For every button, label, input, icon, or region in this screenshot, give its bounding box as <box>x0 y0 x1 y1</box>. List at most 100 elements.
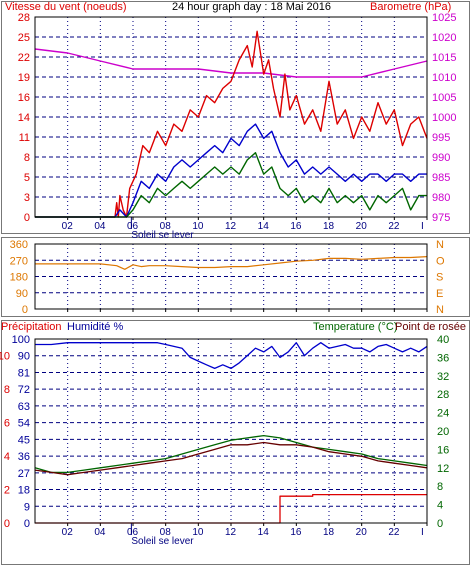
humidity-label: Humidité % <box>67 321 123 333</box>
temperature-tick: 0 <box>437 518 443 530</box>
humidity-tick: 54 <box>18 418 30 430</box>
barometer-tick: 1020 <box>432 32 456 44</box>
direction-compass-tick: O <box>436 255 445 267</box>
direction-compass-tick: E <box>436 288 443 300</box>
direction-compass-tick: S <box>436 272 443 284</box>
direction-degree-tick: 180 <box>10 272 28 284</box>
wind-time-label-14: 14 <box>258 221 270 232</box>
wind-time-label-12: 12 <box>225 221 237 232</box>
humidity-time-label-04: 04 <box>94 527 106 538</box>
temperature-tick: 20 <box>437 426 449 438</box>
wind-time-label-10: 10 <box>192 221 204 232</box>
wind-speed-tick: 16 <box>18 92 30 104</box>
humidity-plot-frame <box>34 338 428 524</box>
wind-speed-tick: 25 <box>18 32 30 44</box>
wind-time-label-18: 18 <box>323 221 335 232</box>
humidity-time-label-20: 20 <box>356 527 368 538</box>
temperature-tick: 32 <box>437 371 449 383</box>
wind-time-label-I: I <box>421 221 424 232</box>
humidity-time-label-06: 06 <box>127 527 139 538</box>
humidity-time-label-02: 02 <box>62 527 74 538</box>
humidity-tick: 100 <box>12 334 30 346</box>
barometer-tick: 980 <box>432 192 450 204</box>
temperature-label: Temperature (°C) <box>313 321 397 333</box>
temperature-tick: 40 <box>437 334 449 346</box>
precipitation-label: Précipitation <box>1 321 62 333</box>
panel-wind-frame <box>1 1 470 234</box>
precip-tick: 8 <box>4 384 10 396</box>
temperature-tick: 24 <box>437 408 449 420</box>
wind-time-label-22: 22 <box>388 221 400 232</box>
humidity-time-label-12: 12 <box>225 527 237 538</box>
humidity-time-label-08: 08 <box>160 527 172 538</box>
wind-speed-tick: 28 <box>18 12 30 24</box>
barometer-tick: 1025 <box>432 12 456 24</box>
humidity-tick: 36 <box>18 451 30 463</box>
temperature-tick: 28 <box>437 389 449 401</box>
humidity-tick: 18 <box>18 485 30 497</box>
graph-title: 24 hour graph day : 18 Mai 2016 <box>172 1 331 13</box>
barometer-tick: 1005 <box>432 92 456 104</box>
humidity-series-0 <box>35 342 428 370</box>
humidity-tick: 9 <box>24 501 30 513</box>
humidity-tick: 90 <box>18 351 30 363</box>
barometer-tick: 975 <box>432 212 450 224</box>
precip-tick: 6 <box>4 418 10 430</box>
barometer-tick: 1015 <box>432 52 456 64</box>
humidity-time-label-18: 18 <box>323 527 335 538</box>
wind-time-label-20: 20 <box>356 221 368 232</box>
humidity-tick: 72 <box>18 384 30 396</box>
wind-time-label-06: 06 <box>127 221 139 232</box>
barometer-label: Barometre (hPa) <box>370 1 451 13</box>
direction-compass-tick: N <box>436 304 444 316</box>
humidity-tick: 81 <box>18 367 30 379</box>
wind-series-3 <box>35 152 427 218</box>
direction-plot-frame <box>34 243 428 310</box>
direction-degree-tick: 90 <box>16 288 28 300</box>
wind-time-label-04: 04 <box>94 221 106 232</box>
humidity-tick: 0 <box>24 518 30 530</box>
dewpoint-label: Point de rosée <box>395 321 466 333</box>
temperature-tick: 36 <box>437 352 449 364</box>
temperature-tick: 16 <box>437 444 449 456</box>
humidity-tick: 63 <box>18 401 30 413</box>
wind-speed-tick: 3 <box>24 192 30 204</box>
wind-sunrise-label: Soleil se lever <box>131 230 194 241</box>
precip-tick: 0 <box>4 518 10 530</box>
wind-time-label-08: 08 <box>160 221 172 232</box>
wind-speed-tick: 11 <box>19 132 30 144</box>
humidity-tick: 27 <box>18 468 30 480</box>
wind-series-1 <box>35 30 428 218</box>
direction-degree-tick: 270 <box>10 255 28 267</box>
wind-speed-tick: 0 <box>24 212 30 224</box>
direction-degree-tick: 360 <box>10 239 28 251</box>
direction-series-0 <box>35 256 428 270</box>
precip-tick: 2 <box>4 485 10 497</box>
temperature-tick: 4 <box>437 500 443 512</box>
humidity-series-1 <box>34 434 428 474</box>
barometer-tick: 1000 <box>432 112 456 124</box>
humidity-time-label-14: 14 <box>258 527 270 538</box>
barometer-tick: 1010 <box>432 72 456 84</box>
barometer-tick: 990 <box>432 152 450 164</box>
wind-speed-tick: 14 <box>18 112 30 124</box>
precip-tick: 10 <box>0 351 10 363</box>
humidity-time-label-22: 22 <box>388 527 400 538</box>
wind-series-0 <box>34 48 428 78</box>
precip-tick: 4 <box>4 451 10 463</box>
wind-time-label-16: 16 <box>290 221 302 232</box>
direction-degree-tick: 0 <box>22 304 28 316</box>
wind-speed-tick: 5 <box>24 172 30 184</box>
wind-plot-frame <box>34 16 428 218</box>
wind-speed-tick: 19 <box>18 72 30 84</box>
panel-direction-frame <box>1 237 470 317</box>
wind-speed-label: Vitesse du vent (noeuds) <box>5 1 126 13</box>
humidity-sunrise-label: Soleil se lever <box>131 536 194 547</box>
panel-humidity-frame <box>1 320 470 565</box>
wind-time-label-02: 02 <box>62 221 74 232</box>
direction-compass-tick: N <box>436 239 444 251</box>
temperature-tick: 12 <box>437 463 449 475</box>
humidity-tick: 45 <box>18 434 30 446</box>
